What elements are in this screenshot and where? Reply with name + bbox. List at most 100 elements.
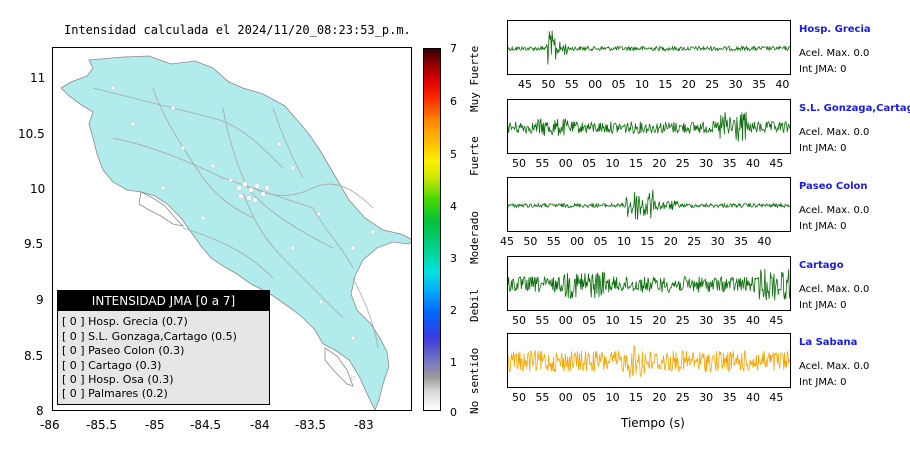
- time-tick-label: 55: [535, 157, 550, 170]
- trace-panel[interactable]: [507, 20, 791, 75]
- map-xtick-neg84-5: -84.5: [190, 418, 222, 432]
- legend-header: INTENSIDAD JMA [0 a 7]: [58, 291, 269, 311]
- time-axis-label: Tiempo (s): [621, 416, 685, 430]
- waveform-line: [508, 268, 790, 301]
- map-xtick-neg86: -86: [40, 418, 60, 432]
- station-name-link[interactable]: Paseo Colon: [799, 181, 868, 192]
- map-ytick-9: 9: [36, 293, 44, 307]
- time-tick-label: 55: [564, 78, 579, 91]
- trace-time-ticks: 50 55 00 05 10 15 20 25 30 35 40 45: [507, 157, 791, 171]
- colorbar-label-3: 3: [450, 252, 457, 265]
- trace-time-ticks: 50 55 00 05 10 15 20 25 30 35 40 45: [507, 391, 791, 405]
- colorbar-label-2: 2: [450, 304, 457, 317]
- colorbar-label-0: 0: [450, 406, 457, 419]
- colorbar-label-5: 5: [450, 148, 457, 161]
- intensity-colorbar: [423, 48, 441, 411]
- colorbar-word-fuerte: Fuerte: [468, 136, 481, 176]
- time-tick-label: 50: [541, 78, 556, 91]
- time-tick-label: 50: [512, 314, 526, 327]
- station-max-accel: Acel. Max. 0.0: [799, 205, 870, 216]
- time-tick-label: 25: [705, 78, 720, 91]
- time-tick-label: 10: [635, 78, 649, 91]
- time-tick-label: 20: [652, 157, 667, 170]
- time-tick-label: 00: [588, 78, 603, 91]
- intensity-legend: INTENSIDAD JMA [0 a 7] [ 0 ] Hosp. Greci…: [57, 290, 270, 405]
- map-xtick-neg83-5: -83.5: [295, 418, 327, 432]
- costa-rica-landmass: [60, 55, 411, 410]
- map-xtick-neg84: -84: [250, 418, 270, 432]
- colorbar-label-6: 6: [450, 95, 457, 108]
- colorbar-label-7: 7: [450, 42, 457, 55]
- map-ytick-10: 10: [30, 182, 46, 196]
- time-tick-label: 05: [582, 314, 597, 327]
- map-xtick-neg85: -85: [145, 418, 165, 432]
- time-tick-label: 00: [558, 157, 573, 170]
- time-tick-label: 45: [769, 314, 784, 327]
- time-tick-label: 20: [652, 314, 667, 327]
- time-tick-label: 40: [775, 78, 790, 91]
- time-tick-label: 00: [570, 235, 585, 248]
- time-tick-label: 15: [629, 391, 643, 404]
- legend-item: [ 0 ] Hosp. Osa (0.3): [62, 373, 174, 386]
- time-tick-label: 20: [681, 78, 696, 91]
- trace-panel[interactable]: [507, 333, 791, 388]
- time-tick-label: 05: [582, 391, 597, 404]
- legend-item: [ 0 ] Hosp. Grecia (0.7): [62, 315, 188, 328]
- time-tick-label: 55: [535, 391, 550, 404]
- trace-time-ticks: 45 50 55 00 05 10 15 20 25 30 35 40: [507, 78, 791, 92]
- station-max-accel: Acel. Max. 0.0: [799, 48, 870, 59]
- time-tick-label: 45: [518, 78, 532, 91]
- station-name-link[interactable]: La Sabana: [799, 337, 858, 348]
- trace-time-ticks: 50 55 00 05 10 15 20 25 30 35 40 45: [507, 314, 791, 328]
- time-tick-label: 15: [629, 157, 643, 170]
- trace-panel[interactable]: [507, 177, 791, 232]
- colorbar-word-no-sentido: No sentido: [468, 347, 481, 414]
- time-tick-label: 15: [629, 314, 643, 327]
- station-name-link[interactable]: Hosp. Grecia: [799, 24, 871, 35]
- time-tick-label: 35: [752, 78, 766, 91]
- map-ytick-11: 11: [30, 71, 46, 85]
- time-tick-label: 15: [640, 235, 655, 248]
- waveform-line: [508, 189, 790, 220]
- map-title: Intensidad calculada el 2024/11/20_08:23…: [64, 23, 411, 37]
- trace-panel[interactable]: [507, 256, 791, 311]
- trace-panel[interactable]: [507, 99, 791, 154]
- station-jma-intensity: Int JMA: 0: [799, 64, 847, 75]
- time-tick-label: 50: [512, 157, 526, 170]
- time-tick-label: 05: [611, 78, 626, 91]
- time-tick-label: 30: [710, 235, 725, 248]
- time-tick-label: 10: [605, 157, 620, 170]
- time-tick-label: 30: [699, 314, 714, 327]
- time-tick-label: 10: [605, 391, 620, 404]
- waveform-line: [508, 344, 790, 378]
- waveform-line: [508, 111, 790, 142]
- time-tick-label: 30: [728, 78, 743, 91]
- colorbar-label-4: 4: [450, 200, 457, 213]
- time-tick-label: 10: [605, 314, 620, 327]
- station-max-accel: Acel. Max. 0.0: [799, 361, 870, 372]
- time-tick-label: 30: [699, 391, 714, 404]
- time-tick-label: 05: [593, 235, 608, 248]
- map-ytick-10-5: 10.5: [18, 127, 45, 141]
- time-tick-label: 20: [652, 391, 667, 404]
- time-tick-label: 25: [675, 314, 690, 327]
- time-tick-label: 40: [746, 157, 760, 170]
- station-name-link[interactable]: S.L. Gonzaga,Cartago: [799, 103, 910, 114]
- map-xtick-neg83: -83: [354, 418, 374, 432]
- map-ytick-8: 8: [36, 404, 44, 418]
- station-name-link[interactable]: Cartago: [799, 260, 844, 271]
- time-tick-label: 45: [500, 235, 514, 248]
- station-max-accel: Acel. Max. 0.0: [799, 127, 870, 138]
- map-xtick-neg85-5: -85.5: [86, 418, 118, 432]
- time-tick-label: 25: [687, 235, 702, 248]
- time-tick-label: 00: [558, 314, 573, 327]
- legend-item: [ 0 ] Cartago (0.3): [62, 359, 162, 372]
- time-tick-label: 00: [558, 391, 573, 404]
- time-tick-label: 10: [617, 235, 631, 248]
- time-tick-label: 25: [675, 157, 690, 170]
- time-tick-label: 45: [769, 157, 784, 170]
- colorbar-word-muy-fuerte: Muy Fuerte: [468, 45, 481, 112]
- time-tick-label: 40: [746, 391, 760, 404]
- time-tick-label: 20: [663, 235, 678, 248]
- colorbar-word-debil: Debil: [468, 288, 481, 322]
